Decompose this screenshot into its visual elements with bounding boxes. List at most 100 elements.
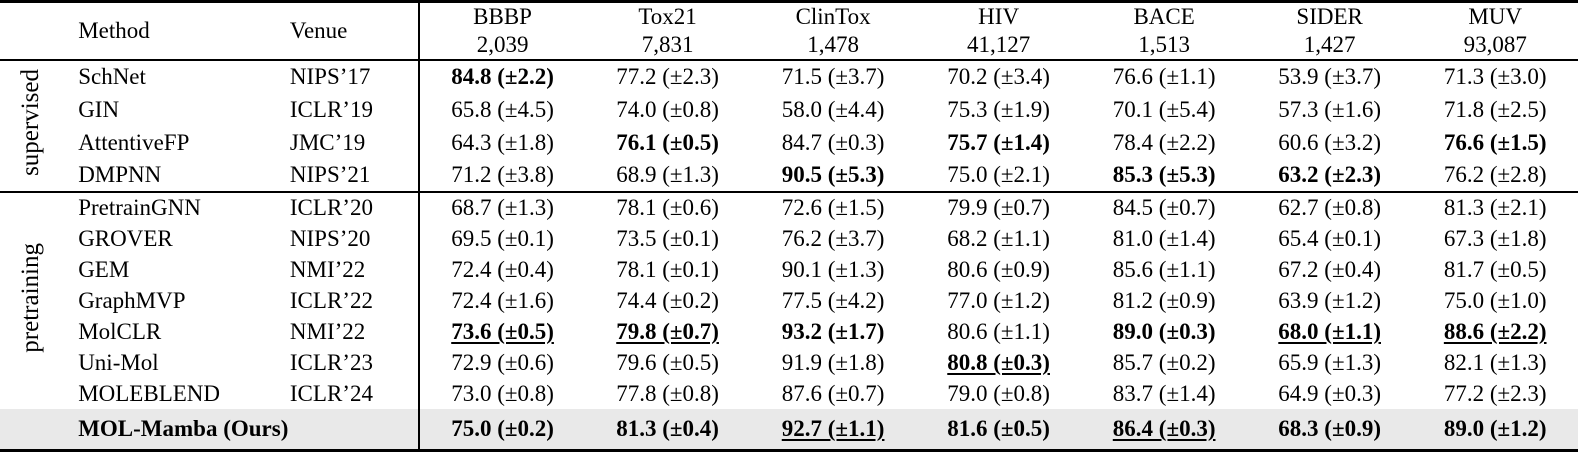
score-value: 65.8 (±4.5) bbox=[451, 96, 554, 122]
score-value: 72.6 (±1.5) bbox=[781, 195, 885, 221]
score-value: 53.9 (±3.7) bbox=[1278, 64, 1381, 90]
score-value: 78.1 (±0.6) bbox=[616, 195, 719, 221]
score-cell: 83.7 (±1.4) bbox=[1081, 378, 1247, 409]
score-cell: 81.3 (±2.1) bbox=[1412, 191, 1578, 223]
col-header-dataset: BBBP 2,039 bbox=[419, 2, 585, 61]
score-cell: 64.9 (±0.3) bbox=[1247, 378, 1413, 409]
score-cell: 68.9 (±1.3) bbox=[585, 159, 751, 192]
score-value: 87.6 (±0.7) bbox=[781, 380, 885, 406]
score-value: 79.9 (±0.7) bbox=[947, 195, 1050, 221]
venue-cell: NMI’22 bbox=[285, 254, 421, 285]
score-cell: 75.0 (±0.2) bbox=[419, 409, 585, 450]
table-row: GROVER NIPS’20 69.5 (±0.1) 73.5 (±0.1) 76.2 … bbox=[0, 223, 1578, 254]
score-value: 63.9 (±1.2) bbox=[1278, 287, 1381, 313]
venue-cell: ICLR’20 bbox=[285, 191, 421, 223]
score-cell: 78.1 (±0.6) bbox=[584, 191, 751, 223]
group-label-pretraining: pretraining bbox=[17, 242, 45, 353]
score-cell: 81.0 (±1.4) bbox=[1081, 223, 1247, 254]
score-cell: 63.2 (±2.3) bbox=[1247, 159, 1413, 192]
dataset-size: 1,478 bbox=[807, 32, 859, 57]
score-cell: 89.0 (±0.3) bbox=[1081, 316, 1247, 347]
score-cell: 72.6 (±1.5) bbox=[750, 191, 916, 223]
score-cell: 80.8 (±0.3) bbox=[916, 347, 1082, 378]
score-value: 73.5 (±0.1) bbox=[616, 225, 719, 251]
score-value: 81.6 (±0.5) bbox=[947, 415, 1050, 441]
dataset-name: BACE bbox=[1133, 4, 1195, 30]
score-cell: 76.2 (±2.8) bbox=[1412, 159, 1578, 192]
venue-cell: ICLR’22 bbox=[285, 285, 421, 316]
score-value: 65.9 (±1.3) bbox=[1278, 349, 1381, 375]
score-cell: 71.5 (±3.7) bbox=[750, 60, 916, 93]
score-cell: 80.6 (±0.9) bbox=[916, 254, 1082, 285]
ours-row: MOL-Mamba (Ours) 75.0 (±0.2) 81.3 (±0.4) 92… bbox=[0, 409, 1578, 450]
table-row: supervised SchNet NIPS’17 84.8 (±2.2) 77.2 (… bbox=[0, 60, 1578, 176]
venue-cell: NIPS’17 bbox=[285, 60, 421, 93]
score-cell: 57.3 (±1.6) bbox=[1247, 93, 1413, 126]
method-cell: MolCLR bbox=[78, 318, 162, 344]
col-header-dataset: HIV 41,127 bbox=[916, 2, 1082, 61]
score-cell: 67.2 (±0.4) bbox=[1247, 254, 1413, 285]
score-value: 76.6 (±1.1) bbox=[1112, 64, 1216, 90]
score-value: 70.1 (±5.4) bbox=[1112, 96, 1216, 122]
score-cell: 79.6 (±0.5) bbox=[585, 347, 751, 378]
score-cell: 68.7 (±1.3) bbox=[419, 191, 585, 223]
dataset-size: 2,039 bbox=[476, 32, 529, 57]
table-row: Uni-Mol ICLR’23 72.9 (±0.6) 79.6 (±0.5) 91.9… bbox=[0, 347, 1578, 378]
score-cell: 76.2 (±3.7) bbox=[750, 223, 916, 254]
dataset-name: ClinTox bbox=[795, 4, 871, 30]
dataset-name: Tox21 bbox=[638, 4, 697, 30]
highlight-section: MOL-Mamba (Ours) 75.0 (±0.2) 81.3 (±0.4) 92… bbox=[0, 409, 1578, 450]
score-value: 79.0 (±0.8) bbox=[947, 380, 1050, 406]
score-cell: 81.3 (±0.4) bbox=[584, 409, 751, 450]
score-value: 71.8 (±2.5) bbox=[1443, 96, 1547, 122]
venue-cell: NIPS’21 bbox=[285, 159, 421, 192]
score-cell: 73.5 (±0.1) bbox=[585, 223, 751, 254]
score-value: 58.0 (±4.4) bbox=[781, 96, 885, 122]
score-cell: 75.0 (±2.1) bbox=[916, 159, 1082, 192]
score-cell: 68.2 (±1.1) bbox=[916, 223, 1082, 254]
dataset-size: 7,831 bbox=[641, 32, 694, 57]
score-cell: 86.4 (±0.3) bbox=[1081, 409, 1247, 450]
col-header-venue: Venue bbox=[285, 1, 421, 60]
score-value: 71.5 (±3.7) bbox=[781, 64, 885, 90]
score-cell: 62.7 (±0.8) bbox=[1246, 191, 1413, 223]
score-value: 63.2 (±2.3) bbox=[1278, 162, 1381, 188]
score-value: 79.6 (±0.5) bbox=[616, 349, 719, 375]
score-value: 60.6 (±3.2) bbox=[1278, 129, 1381, 155]
method-cell: Uni-Mol bbox=[78, 349, 159, 375]
score-cell: 69.5 (±0.1) bbox=[419, 223, 585, 254]
group-column-header bbox=[0, 2, 62, 61]
score-value: 68.9 (±1.3) bbox=[616, 162, 719, 188]
dataset-size: 1,427 bbox=[1303, 32, 1356, 57]
score-cell: 85.6 (±1.1) bbox=[1081, 254, 1247, 285]
score-cell: 75.0 (±1.0) bbox=[1412, 285, 1578, 316]
score-value: 68.7 (±1.3) bbox=[451, 195, 554, 221]
col-header-method: Method bbox=[78, 18, 150, 44]
score-cell: 70.2 (±3.4) bbox=[916, 60, 1082, 93]
score-cell: 92.7 (±1.1) bbox=[750, 409, 916, 450]
method-cell: DMPNN bbox=[78, 162, 162, 188]
dataset-name: BBBP bbox=[473, 4, 532, 30]
score-cell: 53.9 (±3.7) bbox=[1247, 60, 1413, 93]
score-cell: 89.0 (±1.2) bbox=[1412, 409, 1578, 450]
score-value: 70.2 (±3.4) bbox=[947, 64, 1050, 90]
score-cell: 74.0 (±0.8) bbox=[585, 93, 751, 126]
score-value: 85.3 (±5.3) bbox=[1112, 162, 1216, 188]
score-value: 74.0 (±0.8) bbox=[616, 96, 719, 122]
table-row: GEM NMI’22 72.4 (±0.4) 78.1 (±0.1) 90.1 (±1.… bbox=[0, 254, 1578, 285]
score-value: 76.2 (±3.7) bbox=[781, 225, 885, 251]
table-header: Method Venue BBBP 2,039 Tox21 7,831 ClinTox 1… bbox=[0, 1, 1578, 61]
score-value: 77.2 (±2.3) bbox=[1443, 380, 1547, 406]
score-cell: 77.2 (±2.3) bbox=[1412, 378, 1578, 409]
score-cell: 72.4 (±1.6) bbox=[419, 285, 585, 316]
score-value: 78.1 (±0.1) bbox=[616, 256, 719, 282]
group-pretraining: pretraining PretrainGNN ICLR’20 68.7 (±1.3)… bbox=[0, 191, 1578, 409]
group-label-supervised: supervised bbox=[17, 69, 45, 177]
method-cell: MOL-Mamba (Ours) bbox=[62, 409, 421, 450]
score-value: 85.6 (±1.1) bbox=[1112, 256, 1216, 282]
score-value: 78.4 (±2.2) bbox=[1112, 129, 1216, 155]
method-cell: SchNet bbox=[78, 64, 146, 90]
score-cell: 64.3 (±1.8) bbox=[419, 126, 585, 159]
score-value: 84.8 (±2.2) bbox=[451, 64, 554, 90]
